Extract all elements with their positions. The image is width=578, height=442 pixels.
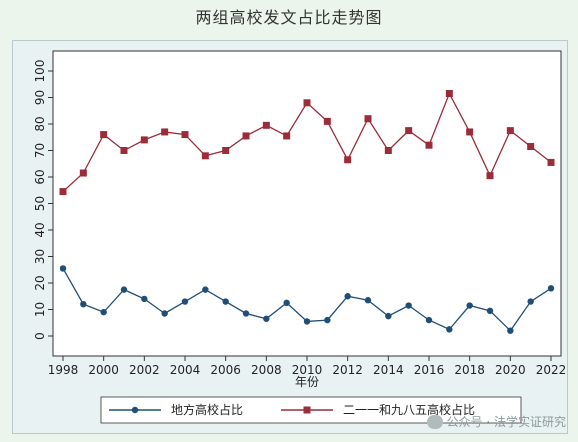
x-tick-label: 2010 bbox=[292, 363, 323, 377]
series-1-point bbox=[222, 298, 229, 305]
y-tick-label: 80 bbox=[33, 116, 47, 131]
legend-label-series-1: 地方高校占比 bbox=[171, 402, 243, 417]
series-1-point bbox=[527, 298, 534, 305]
series-2-point bbox=[445, 90, 453, 98]
x-tick-label: 2006 bbox=[210, 363, 241, 377]
series-2-point bbox=[181, 131, 189, 139]
x-tick-label: 2018 bbox=[454, 363, 485, 377]
series-2-point bbox=[222, 147, 230, 154]
series-2-point bbox=[59, 188, 67, 196]
series-1-point bbox=[364, 297, 372, 304]
series-2-point bbox=[344, 156, 352, 164]
series-1 bbox=[59, 265, 555, 334]
series-1-point bbox=[405, 302, 412, 309]
chart-frame: 0 10 20 30 40 50 60 70 80 90 100 1998 2000 2002 2004 2… bbox=[12, 40, 568, 434]
legend: 地方高校占比 二一一和九八五高校占比 bbox=[100, 396, 522, 424]
x-tick-label: 2008 bbox=[251, 363, 282, 377]
series-2-point bbox=[262, 121, 270, 129]
line-chart: 0 10 20 30 40 50 60 70 80 90 100 1998 2000 2002 2004 2… bbox=[33, 50, 567, 424]
plot-area bbox=[52, 50, 562, 357]
y-tick-label: 100 bbox=[33, 60, 47, 83]
series-2-point bbox=[323, 117, 331, 125]
series-2-point bbox=[527, 143, 535, 151]
y-tick-label: 70 bbox=[33, 143, 47, 158]
series-1-point bbox=[100, 308, 107, 316]
series-2-point bbox=[425, 141, 433, 149]
series-2-point bbox=[161, 128, 169, 136]
watermark: 公众号 · 法学实证研究 bbox=[426, 413, 566, 430]
x-axis-label: 年份 bbox=[295, 375, 319, 389]
series-2-point bbox=[140, 136, 148, 144]
y-tick-label: 90 bbox=[33, 90, 47, 105]
series-1-point bbox=[425, 316, 433, 324]
x-tick-label: 2012 bbox=[332, 363, 363, 377]
series-1-point bbox=[120, 286, 128, 293]
series-2-point bbox=[283, 132, 291, 140]
series-1-point bbox=[385, 312, 392, 320]
series-2-point bbox=[242, 132, 250, 140]
series-2-point bbox=[466, 128, 474, 136]
series-1-point bbox=[161, 310, 168, 317]
y-axis: 0 10 20 30 40 50 60 70 80 90 100 bbox=[33, 60, 53, 340]
series-2-point bbox=[547, 158, 555, 166]
series-1-point bbox=[344, 293, 351, 300]
x-tick-label: 2014 bbox=[373, 363, 404, 377]
series-1-point bbox=[80, 301, 87, 308]
x-axis: 1998 2000 2002 2004 2006 2008 2010 2012 2014 2016… bbox=[48, 356, 567, 377]
series-1-point bbox=[141, 295, 148, 303]
y-tick-label: 40 bbox=[33, 222, 47, 237]
x-tick-label: 2000 bbox=[88, 363, 119, 377]
series-layer bbox=[59, 90, 555, 334]
series-1-point bbox=[446, 326, 453, 333]
series-2-point bbox=[405, 127, 413, 135]
series-2-point bbox=[364, 115, 372, 123]
series-2-point bbox=[486, 172, 494, 180]
y-tick-label: 10 bbox=[33, 302, 47, 317]
series-1-point bbox=[507, 327, 514, 334]
legend-label-series-2: 二一一和九八五高校占比 bbox=[343, 402, 475, 417]
series-2-point bbox=[79, 169, 87, 177]
wechat-icon bbox=[426, 414, 443, 429]
series-1-point bbox=[59, 265, 67, 272]
y-tick-label: 60 bbox=[33, 169, 47, 184]
series-2-point bbox=[201, 152, 209, 160]
legend-marker-series-2 bbox=[303, 406, 311, 414]
series-1-point bbox=[486, 307, 494, 315]
y-tick-label: 50 bbox=[33, 196, 47, 211]
series-1-point bbox=[547, 285, 555, 292]
series-1-point bbox=[466, 302, 473, 309]
series-2-point bbox=[120, 147, 128, 154]
y-tick-label: 0 bbox=[33, 332, 47, 340]
series-2-point bbox=[384, 147, 392, 154]
chart-title: 两组高校发文占比走势图 bbox=[195, 8, 383, 27]
y-tick-label: 30 bbox=[33, 249, 47, 264]
x-tick-label: 2016 bbox=[414, 363, 445, 377]
series-1-point bbox=[202, 286, 209, 293]
x-tick-label: 2004 bbox=[170, 363, 201, 377]
series-1-point bbox=[283, 299, 290, 307]
series-2-point bbox=[506, 127, 514, 135]
x-tick-label: 2022 bbox=[536, 363, 567, 377]
series-2 bbox=[59, 90, 555, 196]
series-2-point bbox=[100, 131, 108, 139]
series-2-point bbox=[303, 99, 311, 107]
legend-marker-series-1 bbox=[131, 406, 139, 414]
series-1-point bbox=[303, 318, 311, 325]
series-1-point bbox=[324, 316, 331, 324]
x-tick-label: 1998 bbox=[48, 363, 79, 377]
x-tick-label: 2002 bbox=[129, 363, 160, 377]
x-tick-label: 2020 bbox=[495, 363, 526, 377]
series-1-point bbox=[242, 310, 250, 317]
series-1-point bbox=[263, 315, 270, 322]
series-1-point bbox=[181, 298, 189, 305]
y-tick-label: 20 bbox=[33, 275, 47, 290]
watermark-text: 公众号 · 法学实证研究 bbox=[446, 415, 566, 429]
